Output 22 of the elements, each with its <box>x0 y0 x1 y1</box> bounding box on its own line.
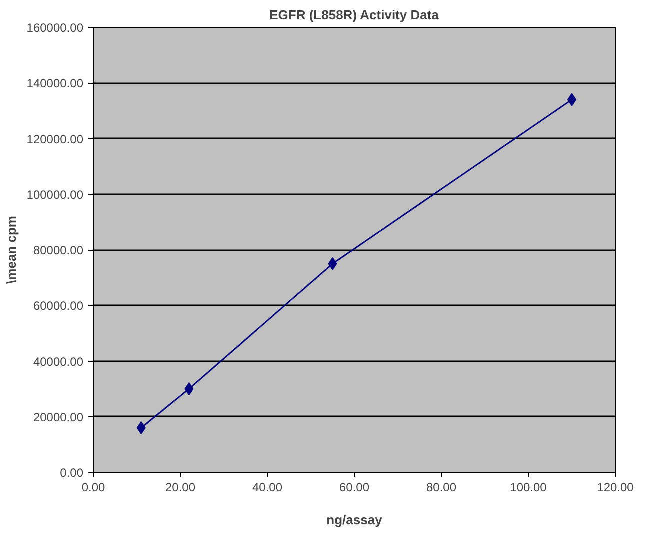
y-tick-label: 100000.00 <box>26 188 84 202</box>
point <box>184 382 194 396</box>
y-tick-label: 80000.00 <box>33 244 84 258</box>
point <box>328 257 338 270</box>
y-tick-label: 60000.00 <box>33 299 84 314</box>
x-tick-label: 80.00 <box>426 480 457 494</box>
y-tick-label: 20000.00 <box>33 410 84 424</box>
y-tick-label: 160000.00 <box>26 21 84 35</box>
y-tick-label: 140000.00 <box>26 76 84 91</box>
x-axis-title: ng/assay <box>326 512 384 528</box>
x-tick-label: 0.00 <box>82 480 106 494</box>
x-tick-label: 120.00 <box>597 480 634 494</box>
chart-title: EGFR (L858R) Activity Data <box>270 8 440 22</box>
x-tick-label: 60.00 <box>339 480 370 494</box>
x-tick-label: 20.00 <box>165 480 196 494</box>
y-tick-label: 120000.00 <box>26 132 84 146</box>
x-tick-label: 100.00 <box>510 480 548 494</box>
y-axis-title: \mean cpm <box>4 216 19 284</box>
x-tick-label: 40.00 <box>252 480 283 494</box>
y-tick-label: 0.00 <box>60 466 84 480</box>
y-tick-label: 40000.00 <box>33 354 84 369</box>
point <box>136 422 146 434</box>
